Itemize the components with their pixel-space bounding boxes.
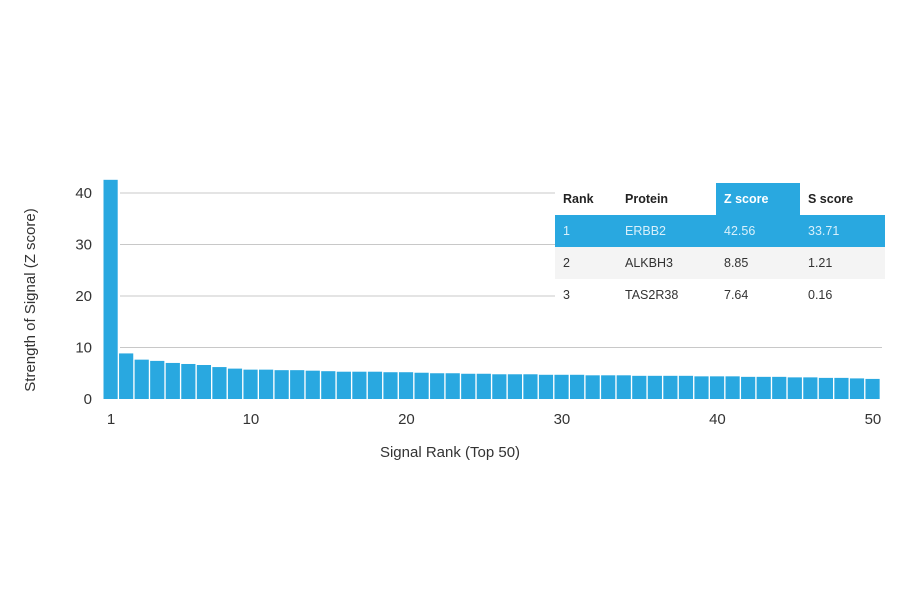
bar-rank-11: [259, 369, 274, 399]
bar-rank-17: [352, 371, 367, 399]
bar-rank-16: [336, 371, 351, 399]
bar-rank-8: [212, 367, 227, 399]
bar-rank-13: [290, 370, 305, 399]
cell-protein: TAS2R38: [625, 288, 679, 302]
cell-s-score: 33.71: [808, 224, 840, 238]
bar-rank-12: [274, 370, 289, 399]
bar-rank-33: [601, 375, 616, 399]
cell-z-score: 7.64: [724, 288, 749, 302]
cell-rank: 3: [563, 288, 570, 302]
cell-z-score: 42.56: [724, 224, 756, 238]
bar-rank-32: [585, 375, 600, 399]
header-s-score: S score: [808, 192, 854, 206]
bar-rank-15: [321, 371, 336, 399]
x-tick-label: 10: [243, 411, 260, 428]
header-rank: Rank: [563, 192, 594, 206]
x-axis-label: Signal Rank (Top 50): [380, 444, 520, 461]
table-header: Rank Protein Z score S score: [555, 183, 885, 215]
bar-rank-27: [507, 374, 522, 399]
bar-rank-14: [305, 370, 320, 399]
bar-rank-41: [725, 376, 740, 399]
bar-rank-30: [554, 374, 569, 399]
bar-rank-6: [181, 363, 196, 399]
bar-rank-26: [492, 374, 507, 399]
bar-rank-23: [445, 373, 460, 399]
cell-rank: 2: [563, 256, 570, 270]
bar-rank-46: [803, 377, 818, 399]
bar-rank-9: [227, 368, 243, 399]
bar-rank-36: [647, 375, 662, 399]
y-tick-label: 20: [75, 288, 92, 305]
cell-protein: ALKBH3: [625, 256, 673, 270]
bar-rank-35: [632, 375, 647, 399]
y-tick-label: 0: [84, 391, 92, 408]
bar-rank-49: [849, 378, 865, 399]
table-row: 3 TAS2R38 7.64 0.16: [555, 279, 885, 311]
bar-rank-34: [616, 375, 631, 399]
x-tick-label: 20: [398, 411, 415, 428]
cell-protein: ERBB2: [625, 224, 666, 238]
bar-rank-24: [461, 373, 476, 399]
x-tick-label: 50: [865, 411, 882, 428]
y-tick-label: 30: [75, 237, 92, 254]
y-axis-label: Strength of Signal (Z score): [22, 208, 39, 391]
bar-rank-3: [134, 359, 149, 399]
bar-rank-42: [741, 376, 756, 399]
x-tick-label: 30: [554, 411, 571, 428]
bar-rank-47: [818, 377, 833, 399]
bar-rank-50: [865, 378, 880, 399]
bar-rank-21: [414, 372, 429, 399]
bar-rank-31: [570, 374, 585, 399]
bar-rank-48: [834, 377, 849, 399]
bar-rank-28: [523, 374, 538, 399]
x-tick-label: 40: [709, 411, 726, 428]
bar-rank-29: [538, 374, 554, 399]
bar-rank-1: [103, 179, 118, 399]
bar-rank-2: [119, 353, 134, 399]
bar-rank-18: [367, 371, 383, 399]
cell-s-score: 0.16: [808, 288, 833, 302]
bar-rank-5: [165, 362, 180, 399]
x-tick-label: 1: [107, 411, 115, 428]
bar-rank-39: [694, 376, 709, 399]
cell-z-score: 8.85: [724, 256, 749, 270]
cell-s-score: 1.21: [808, 256, 833, 270]
header-protein: Protein: [625, 192, 669, 206]
bar-rank-43: [756, 376, 771, 399]
bar-rank-20: [398, 372, 414, 399]
bar-rank-19: [383, 372, 398, 399]
bar-rank-22: [430, 373, 445, 399]
bar-rank-7: [196, 365, 211, 399]
top-proteins-table: Rank Protein Z score S score 1 ERBB2 42.…: [555, 183, 885, 311]
table-row: 1 ERBB2 42.56 33.71: [555, 215, 885, 247]
bar-rank-4: [150, 360, 165, 399]
y-tick-label: 10: [75, 340, 92, 357]
bar-rank-44: [772, 376, 787, 399]
bar-rank-10: [243, 369, 258, 399]
bar-rank-38: [678, 375, 694, 399]
header-z-score: Z score: [716, 183, 800, 215]
bar-rank-40: [709, 376, 725, 399]
bar-rank-25: [476, 373, 491, 399]
bar-rank-45: [787, 377, 802, 399]
cell-rank: 1: [563, 224, 570, 238]
bar-rank-37: [663, 375, 678, 399]
table-row: 2 ALKBH3 8.85 1.21: [555, 247, 885, 279]
y-tick-label: 40: [75, 185, 92, 202]
